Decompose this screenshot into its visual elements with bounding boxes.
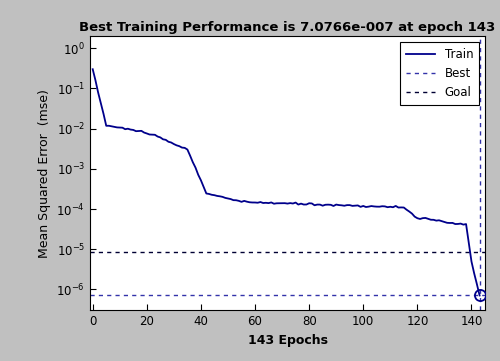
Best (92, 293, 98, 297)
X-axis label: 143 Epochs: 143 Epochs (248, 334, 328, 347)
Y-axis label: Mean Squared Error  (mse): Mean Squared Error (mse) (38, 89, 51, 258)
Train (476, 293, 482, 297)
Train (90, 67, 96, 71)
Goal (92, 250, 98, 254)
Train (117, 125, 123, 130)
Train (146, 132, 152, 137)
Train (406, 209, 412, 214)
Legend: Train, Best, Goal: Train, Best, Goal (400, 42, 479, 105)
Train (366, 204, 372, 209)
Title: Best Training Performance is 7.0766e-007 at epoch 143: Best Training Performance is 7.0766e-007… (80, 21, 496, 34)
Train (208, 193, 214, 197)
Train (401, 205, 407, 210)
Line: Train: Train (92, 69, 480, 295)
Goal (90, 250, 96, 254)
Best (90, 293, 96, 297)
